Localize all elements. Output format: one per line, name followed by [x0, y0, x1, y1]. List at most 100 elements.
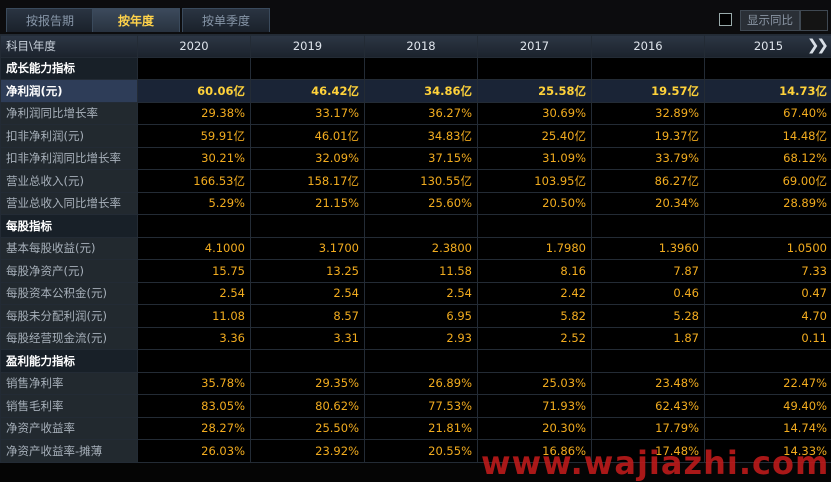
tab-by-year[interactable]: 按年度: [92, 8, 180, 32]
cell-value: [705, 215, 831, 238]
row-label: 基本每股收益(元): [1, 237, 138, 260]
header-label: 科目\年度: [1, 35, 138, 58]
cell-value: 23.48%: [592, 372, 705, 395]
section-row: 成长能力指标: [1, 57, 831, 80]
cell-value: 3.1700: [251, 237, 365, 260]
cell-value: 25.03%: [478, 372, 592, 395]
cell-value: 69.00亿: [705, 170, 831, 193]
cell-value: [478, 350, 592, 373]
cell-value: 2.93: [365, 327, 478, 350]
row-label: 每股净资产(元): [1, 260, 138, 283]
cell-value: 0.47: [705, 282, 831, 305]
double-chevron-right-icon[interactable]: ❯❯: [807, 36, 826, 54]
cell-value: [138, 215, 251, 238]
row-label: 每股未分配利润(元): [1, 305, 138, 328]
row-label: 每股指标: [1, 215, 138, 238]
cell-value: 1.87: [592, 327, 705, 350]
row-label: 销售毛利率: [1, 395, 138, 418]
cell-value: [138, 350, 251, 373]
cell-value: 28.89%: [705, 192, 831, 215]
year-header[interactable]: 2018: [365, 35, 478, 58]
cell-value: 62.43%: [592, 395, 705, 418]
row-label: 每股经营现金流(元): [1, 327, 138, 350]
cell-value: 19.57亿: [592, 80, 705, 103]
cell-value: 130.55亿: [365, 170, 478, 193]
cell-value: 20.30%: [478, 417, 592, 440]
cell-value: [478, 215, 592, 238]
toolbar: 按报告期 按年度 按单季度 显示同比: [0, 0, 831, 34]
cell-value: 5.29%: [138, 192, 251, 215]
tab-by-quarter[interactable]: 按单季度: [182, 8, 270, 32]
cell-value: 25.40亿: [478, 125, 592, 148]
cell-value: 59.91亿: [138, 125, 251, 148]
row-label: 销售净利率: [1, 372, 138, 395]
cell-value: 7.87: [592, 260, 705, 283]
cell-value: 4.70: [705, 305, 831, 328]
show-yoy-checkbox[interactable]: [719, 13, 732, 26]
cell-value: 32.89%: [592, 102, 705, 125]
cell-value: 33.17%: [251, 102, 365, 125]
cell-value: 11.58: [365, 260, 478, 283]
cell-value: 21.15%: [251, 192, 365, 215]
cell-value: 22.47%: [705, 372, 831, 395]
year-header[interactable]: 2020: [138, 35, 251, 58]
cell-value: 2.54: [138, 282, 251, 305]
cell-value: 6.95: [365, 305, 478, 328]
cell-value: [705, 57, 831, 80]
cell-value: 1.0500: [705, 237, 831, 260]
cell-value: 28.27%: [138, 417, 251, 440]
cell-value: 4.1000: [138, 237, 251, 260]
year-header[interactable]: 2017: [478, 35, 592, 58]
cell-value: 26.03%: [138, 440, 251, 463]
cell-value: 23.92%: [251, 440, 365, 463]
year-header[interactable]: 2019: [251, 35, 365, 58]
cell-value: 15.75: [138, 260, 251, 283]
row-label: 净利润同比增长率: [1, 102, 138, 125]
row-label: 成长能力指标: [1, 57, 138, 80]
cell-value: 20.50%: [478, 192, 592, 215]
show-yoy-label[interactable]: 显示同比: [740, 10, 800, 31]
cell-value: 49.40%: [705, 395, 831, 418]
cell-value: 19.37亿: [592, 125, 705, 148]
financial-table: 科目\年度 2020 2019 2018 2017 2016 2015❯❯ 成长…: [0, 34, 831, 463]
cell-value: 30.21%: [138, 147, 251, 170]
row-label: 净资产收益率: [1, 417, 138, 440]
cell-value: 34.86亿: [365, 80, 478, 103]
cell-value: 2.3800: [365, 237, 478, 260]
cell-value: 158.17亿: [251, 170, 365, 193]
cell-value: [592, 350, 705, 373]
row-label: 盈利能力指标: [1, 350, 138, 373]
cell-value: 2.42: [478, 282, 592, 305]
show-yoy-dropdown[interactable]: [800, 10, 828, 31]
cell-value: 31.09%: [478, 147, 592, 170]
cell-value: [365, 215, 478, 238]
row-label: 扣非净利润同比增长率: [1, 147, 138, 170]
cell-value: 77.53%: [365, 395, 478, 418]
tab-by-report-period[interactable]: 按报告期: [6, 8, 94, 32]
year-header[interactable]: 2016: [592, 35, 705, 58]
cell-value: 5.82: [478, 305, 592, 328]
cell-value: 83.05%: [138, 395, 251, 418]
row-label: 每股资本公积金(元): [1, 282, 138, 305]
cell-value: 14.74%: [705, 417, 831, 440]
cell-value: 86.27亿: [592, 170, 705, 193]
year-header-last[interactable]: 2015❯❯: [705, 35, 831, 58]
cell-value: 33.79%: [592, 147, 705, 170]
cell-value: [705, 350, 831, 373]
cell-value: [251, 215, 365, 238]
cell-value: [251, 57, 365, 80]
